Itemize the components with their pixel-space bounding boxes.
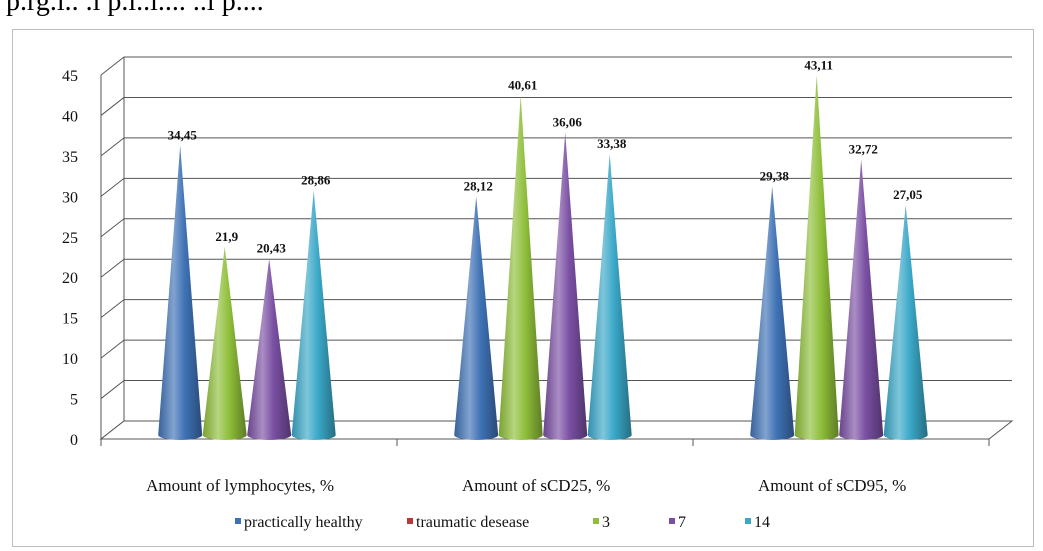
y-tick-label: 15 (62, 311, 78, 328)
legend-item-7: 7 (669, 514, 686, 531)
cone-body (883, 205, 928, 440)
cone-body (794, 75, 839, 440)
legend-label: 3 (602, 514, 610, 531)
gridline-slant-30 (100, 177, 125, 197)
gridline-slant-20 (100, 258, 125, 278)
gridline-slant-45 (100, 56, 125, 76)
legend-item-traumatic-desease: traumatic desease (407, 514, 529, 531)
cone-body (247, 258, 292, 440)
y-tick-label: 20 (62, 270, 78, 287)
gridline-slant-15 (100, 299, 125, 319)
chart-svg: 0 5 10 15 20 25 30 35 40 45 34,45 21,9 20,43 28,86 28… (62, 56, 1014, 531)
chart-frame: 0 5 10 15 20 25 30 35 40 45 34,45 21,9 20,43 28,86 28… (12, 29, 1034, 547)
cone-amount-of-scd25-3 (498, 95, 543, 440)
cropped-header-text: p.rg.l.. .l p.l..l.... ..l p.... (0, 0, 1043, 30)
legend-swatch (669, 518, 675, 524)
data-label: 43,11 (804, 57, 833, 72)
cone-body (454, 196, 499, 440)
cone-amount-of-scd25-14 (587, 153, 632, 440)
cone-body (543, 132, 588, 440)
legend-swatch (593, 518, 599, 524)
legend-label: 14 (754, 514, 770, 531)
cone-body (750, 186, 795, 440)
y-tick-label: 5 (70, 392, 78, 409)
y-tick-label: 0 (70, 432, 78, 449)
legend-swatch (235, 518, 241, 524)
data-label: 33,38 (597, 136, 627, 151)
gridline-slant-35 (100, 137, 125, 157)
legend-swatch (745, 518, 751, 524)
data-label: 28,12 (464, 179, 493, 194)
legend: practically healthy traumatic desease 3 7 14 (235, 514, 770, 531)
cone-body (202, 246, 247, 440)
category-label-amount-of-lymphocytes: Amount of lymphocytes, % (146, 476, 334, 495)
cone-amount-of-lymphocytes-practically-healthy (158, 145, 203, 440)
category-label-amount-of-scd95: Amount of sCD95, % (758, 476, 906, 495)
cone-body (291, 190, 336, 440)
cone-body (839, 159, 884, 441)
data-label: 36,06 (553, 114, 583, 129)
cone-body (587, 153, 632, 440)
data-label: 27,05 (893, 187, 923, 202)
cone-amount-of-lymphocytes-7 (247, 258, 292, 440)
gridline-slant-5 (100, 380, 125, 399)
cone-amount-of-scd95-7 (839, 159, 884, 441)
cone-body (498, 95, 543, 440)
legend-swatch (407, 518, 413, 524)
data-label: 28,86 (301, 173, 331, 188)
y-tick-label: 30 (62, 189, 78, 206)
data-labels: 34,45 21,9 20,43 28,86 28,12 40,61 36,06 33,38 2… (168, 57, 923, 255)
cone-amount-of-scd25-practically-healthy (454, 196, 499, 440)
data-label: 20,43 (257, 241, 287, 256)
legend-label: traumatic desease (416, 514, 529, 531)
cone-body (158, 145, 203, 440)
data-label: 34,45 (168, 127, 198, 142)
y-tick-label: 45 (62, 68, 78, 85)
cone-amount-of-scd25-7 (543, 132, 588, 440)
legend-item-3: 3 (593, 514, 610, 531)
legend-label: practically healthy (244, 514, 363, 531)
y-tick-label: 35 (62, 149, 78, 166)
y-tick-label: 10 (62, 351, 78, 368)
gridline-slant-10 (100, 339, 125, 359)
cone-amount-of-scd95-14 (883, 205, 928, 440)
category-label-amount-of-scd25: Amount of sCD25, % (462, 476, 610, 495)
y-tick-label: 40 (62, 108, 78, 125)
data-label: 40,61 (508, 78, 537, 93)
cone-amount-of-scd95-3 (794, 75, 839, 440)
category-labels: Amount of lymphocytes, % Amount of sCD25,… (146, 476, 906, 495)
legend-item-practically-healthy: practically healthy (235, 514, 363, 531)
data-label: 21,9 (215, 229, 238, 244)
y-tick-label: 25 (62, 230, 78, 247)
cone-amount-of-lymphocytes-14 (291, 190, 336, 440)
header-fragment: p.rg.l.. .l p.l..l.... ..l p.... (6, 0, 264, 17)
cones (158, 75, 928, 441)
gridline-slant-25 (100, 218, 125, 238)
cone-amount-of-lymphocytes-3 (202, 246, 247, 440)
legend-item-14: 14 (745, 514, 770, 531)
cone-amount-of-scd95-practically-healthy (750, 186, 795, 440)
legend-label: 7 (678, 514, 686, 531)
data-label: 32,72 (849, 141, 878, 156)
gridline-slant-40 (100, 97, 125, 116)
data-label: 29,38 (760, 168, 790, 183)
